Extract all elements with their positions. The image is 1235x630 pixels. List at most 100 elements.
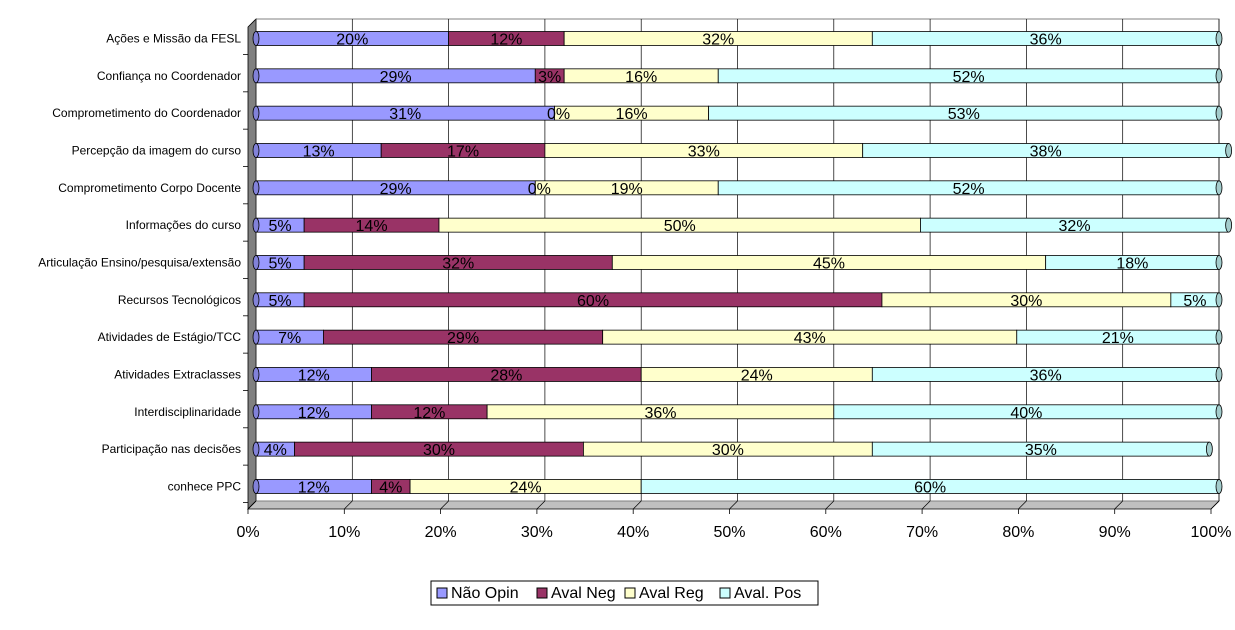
category-label: Percepção da imagem do curso (72, 143, 242, 157)
floor-gridline (1210, 500, 1220, 510)
legend: Não Opin Aval Neg Aval Reg Aval. Pos (430, 580, 819, 606)
data-label: 13% (303, 143, 335, 160)
data-label: 0% (528, 181, 551, 198)
bar-start-cap (252, 105, 260, 121)
category-label: Comprometimento do Coordenador (52, 106, 241, 120)
data-label: 36% (1030, 367, 1062, 384)
data-label: 32% (442, 255, 474, 272)
data-label: 7% (278, 330, 301, 347)
data-label: 31% (389, 106, 421, 123)
bar-end-cap (1215, 329, 1223, 345)
bar-start-cap (252, 217, 260, 233)
bar-end-cap (1215, 255, 1223, 270)
category-label: Ações e Missão da FESL (106, 32, 241, 46)
x-tick-label: 50% (713, 524, 745, 541)
bar-start-cap (252, 68, 260, 84)
bar-start-cap (252, 31, 260, 46)
data-label: 5% (269, 293, 292, 310)
data-label: 24% (741, 367, 773, 384)
data-label: 36% (644, 405, 676, 422)
floor-gridline (536, 500, 546, 510)
data-label: 12% (490, 32, 522, 49)
data-label: 5% (269, 255, 292, 272)
floor-gridline (729, 500, 738, 510)
category-labels: Ações e Missão da FESL Confiança no Coord… (38, 32, 248, 503)
floor-gridline (1114, 500, 1123, 510)
data-label: 0% (547, 106, 570, 123)
legend-swatch (624, 587, 636, 599)
legend-label: Aval. Pos (734, 585, 801, 602)
bar-start-cap (252, 255, 260, 270)
data-label: 60% (914, 479, 946, 496)
floor-gridline (1018, 500, 1027, 510)
bar-end-cap (1215, 292, 1223, 308)
data-label: 12% (413, 405, 445, 422)
data-label: 45% (813, 255, 845, 272)
data-label: 12% (298, 479, 330, 496)
bar-start-cap (252, 292, 260, 308)
data-labels: 20% 12% 32% 36% 29% 3% 16% 52% 31% 0% 16% 53% 13% 17%… (264, 32, 1207, 497)
x-tick-labels: 0% 10% 20% 30% 40% 50% 60% 70% 80% 90% 100% (236, 509, 1231, 541)
data-label: 38% (1030, 143, 1062, 160)
data-label: 19% (611, 181, 643, 198)
x-tick-label: 40% (617, 524, 649, 541)
data-label: 32% (702, 32, 734, 49)
category-label: Confiança no Coordenador (97, 69, 241, 83)
category-label: Informações do curso (126, 218, 242, 232)
x-tick-label: 100% (1191, 524, 1232, 541)
legend-swatch (719, 587, 731, 599)
data-label: 36% (1030, 32, 1062, 49)
bar-start-cap (252, 367, 260, 382)
category-label: Interdisciplinaridade (134, 405, 241, 419)
bar-end-cap (1215, 180, 1223, 196)
data-label: 5% (1183, 293, 1206, 310)
legend-label: Aval Reg (639, 585, 704, 602)
x-tick-label: 0% (236, 524, 259, 541)
bar-start-cap (252, 143, 260, 158)
data-label: 40% (1010, 405, 1042, 422)
x-tick-label: 70% (906, 524, 938, 541)
data-label: 52% (953, 181, 985, 198)
bar-start-cap (252, 180, 260, 196)
data-label: 30% (1010, 293, 1042, 310)
legend-label: Não Opin (451, 585, 519, 602)
data-label: 30% (712, 442, 744, 459)
data-label: 24% (510, 479, 542, 496)
floor-gridline (344, 500, 353, 510)
category-label: Atividades Extraclasses (114, 367, 241, 381)
legend-label: Aval Neg (551, 585, 616, 602)
bar-end-cap (1215, 31, 1223, 46)
data-label: 50% (664, 218, 696, 235)
bar-start-cap (252, 441, 260, 457)
x-tick-label: 10% (328, 524, 360, 541)
bar-start-cap (252, 479, 260, 494)
bar-end-cap (1205, 441, 1213, 457)
bar-end-cap (1215, 68, 1223, 84)
bar-start-cap (252, 329, 260, 345)
data-label: 4% (379, 479, 402, 496)
data-label: 29% (447, 330, 479, 347)
category-label: Atividades de Estágio/TCC (98, 330, 242, 344)
floor-gridline (825, 500, 835, 510)
category-label: Recursos Tecnológicos (118, 293, 241, 307)
bar-end-cap (1215, 404, 1223, 420)
bar-end-cap (1215, 367, 1223, 382)
category-label: Participação nas decisões (102, 442, 241, 456)
floor-gridline (632, 500, 642, 510)
data-label: 28% (490, 367, 522, 384)
data-label: 3% (538, 69, 561, 86)
data-label: 29% (380, 181, 412, 198)
bar-start-cap (252, 404, 260, 420)
x-tick-label: 30% (521, 524, 553, 541)
data-label: 52% (953, 69, 985, 86)
x-tick-label: 60% (810, 524, 842, 541)
data-label: 16% (616, 106, 648, 123)
data-label: 29% (380, 69, 412, 86)
x-tick-label: 90% (1099, 524, 1131, 541)
data-label: 21% (1102, 330, 1134, 347)
data-label: 14% (356, 218, 388, 235)
data-label: 5% (269, 218, 292, 235)
bar-end-cap (1225, 143, 1233, 158)
